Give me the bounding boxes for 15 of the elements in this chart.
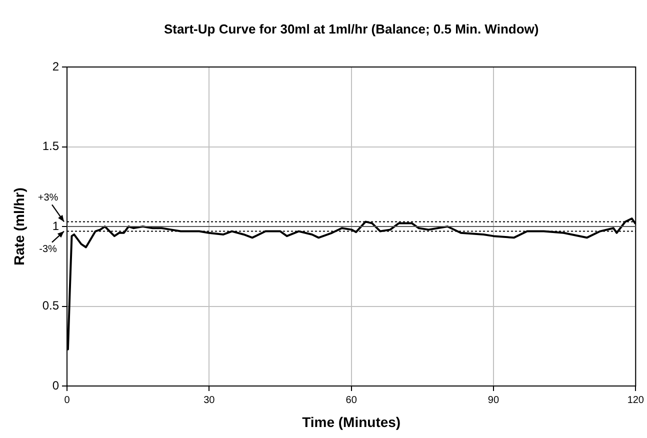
annotation: +3% <box>38 192 58 204</box>
y-tick-label: 1 <box>52 218 60 233</box>
x-tick-label: 90 <box>488 394 500 406</box>
x-tick-label: 30 <box>204 394 216 406</box>
annotation: -3% <box>39 244 57 256</box>
x-tick-label: 120 <box>627 394 644 406</box>
x-tick-label: 60 <box>346 394 358 406</box>
y-tick-label: 0 <box>52 378 60 392</box>
chart-title: Start-Up Curve for 30ml at 1ml/hr (Balance; 0.5 Min. Window) <box>164 22 539 37</box>
y-axis-title: Rate (ml/hr) <box>10 188 27 266</box>
x-tick-label: 0 <box>64 394 70 406</box>
y-tick-label: 2 <box>52 59 60 74</box>
y-tick-label: 1.5 <box>42 139 60 154</box>
x-axis-title: Time (Minutes) <box>302 414 401 430</box>
y-tick-label: 0.5 <box>42 298 60 313</box>
